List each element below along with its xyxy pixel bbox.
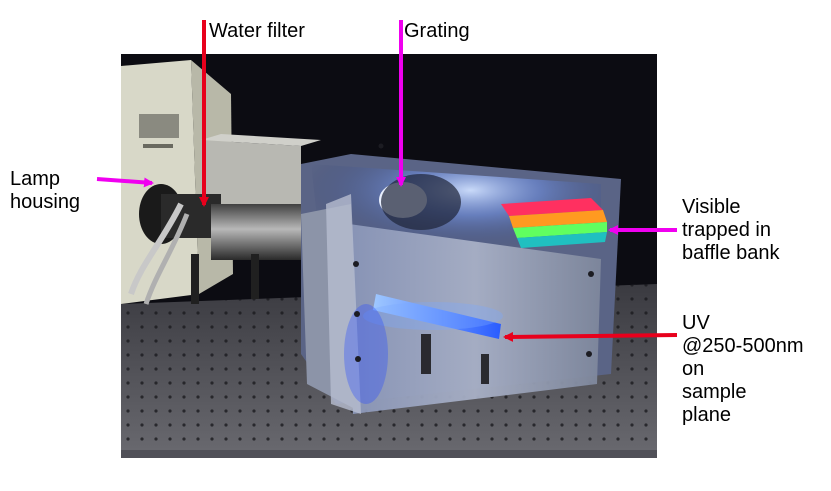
uv-line-5: plane bbox=[682, 404, 731, 426]
visible-trapped-line-1: Visible bbox=[682, 196, 741, 218]
apparatus-photo bbox=[121, 54, 657, 458]
uv-line-4: sample bbox=[682, 381, 747, 403]
lamp-housing-line-2: housing bbox=[10, 191, 81, 213]
visible-trapped-line-3: baffle bank bbox=[682, 242, 780, 264]
water-filter-label: Water filter bbox=[209, 20, 305, 42]
lamp-housing-label: Lamp housing bbox=[10, 168, 80, 214]
lamp-housing-line-1: Lamp bbox=[10, 168, 61, 190]
grating-label: Grating bbox=[404, 20, 470, 42]
uv-label: UV @250-500nm on sample plane bbox=[682, 312, 803, 427]
visible-trapped-label: Visible trapped in baffle bank bbox=[682, 196, 780, 265]
uv-line-2: @250-500nm bbox=[682, 335, 804, 357]
visible-trapped-line-2: trapped in bbox=[682, 219, 771, 241]
uv-line-1: UV bbox=[682, 312, 710, 334]
uv-line-3: on bbox=[682, 358, 705, 380]
